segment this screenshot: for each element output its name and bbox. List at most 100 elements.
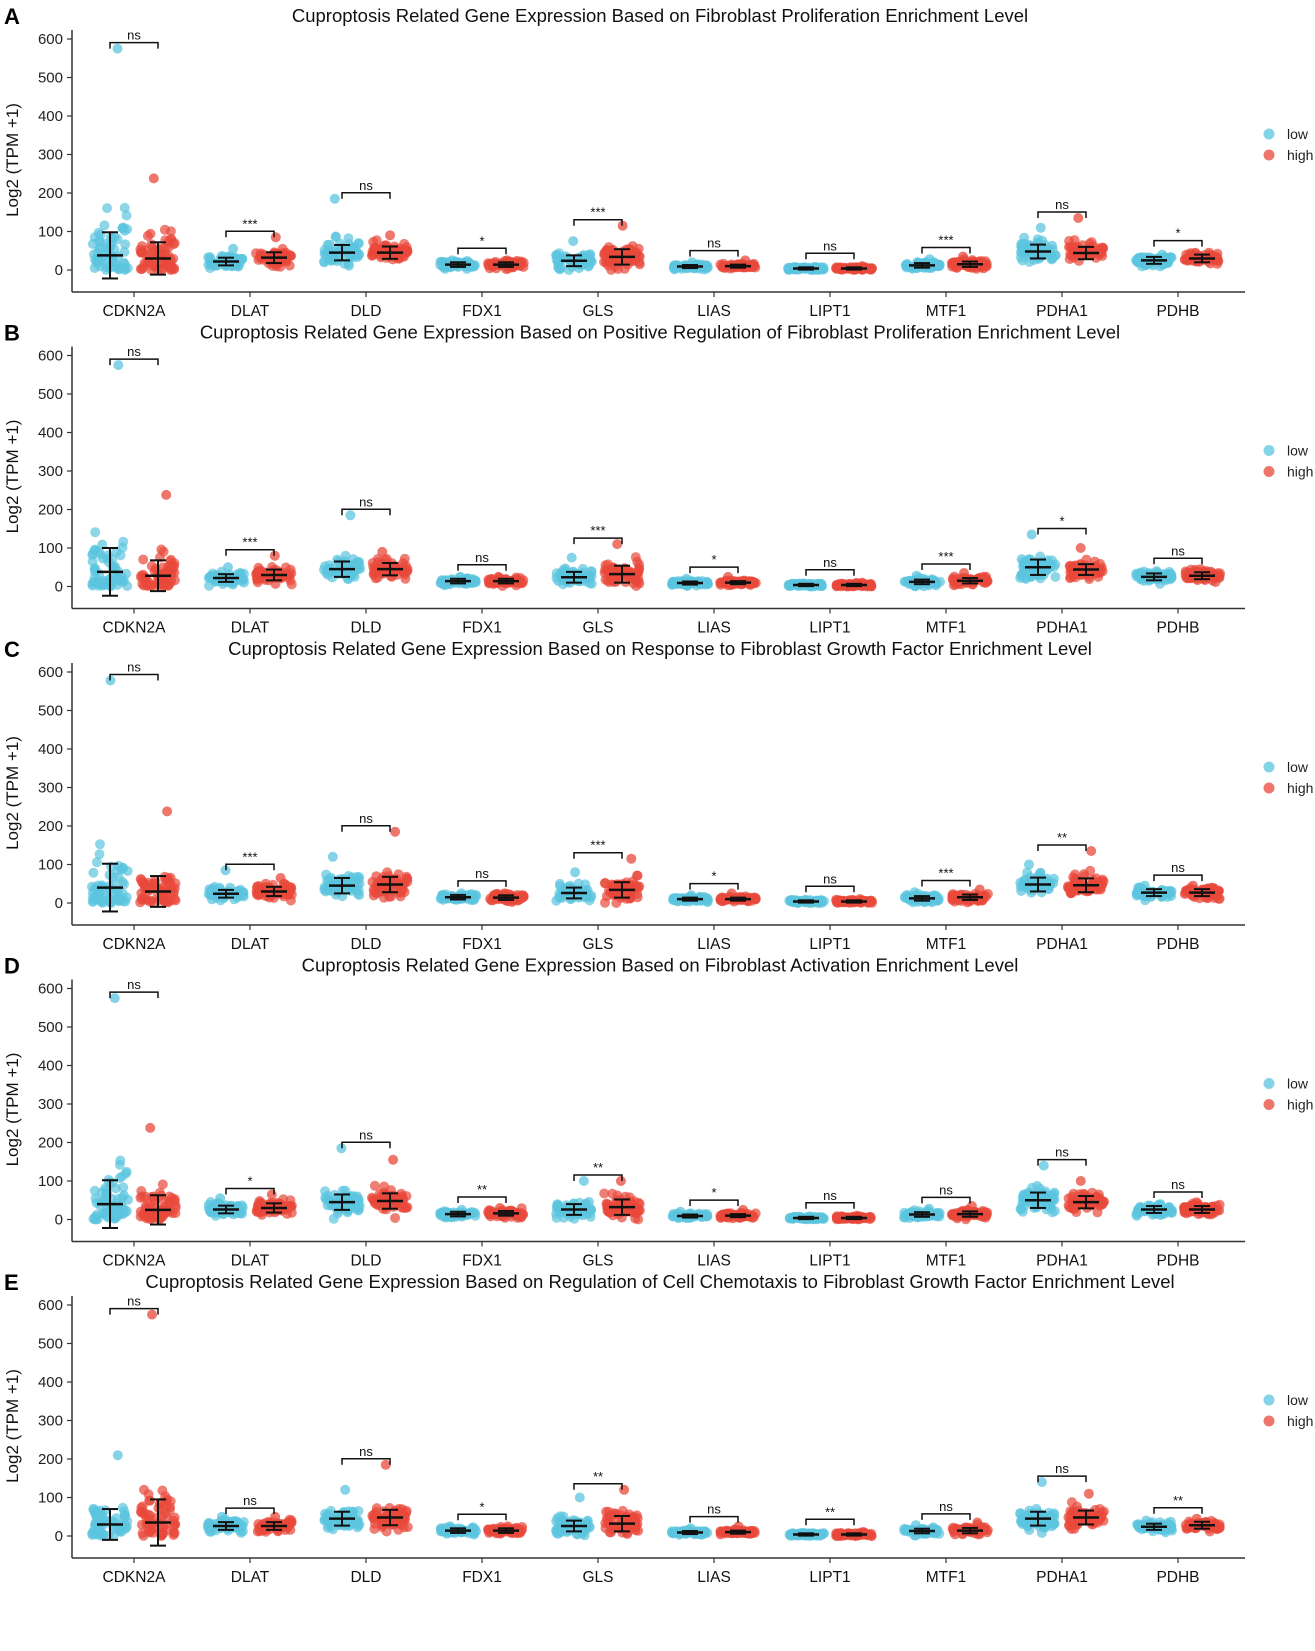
points-high-fdx1 [483,1203,528,1223]
x-tick-label: LIPT1 [809,620,850,637]
points-high-pdha1 [1064,213,1109,266]
data-point [136,572,147,583]
data-point [831,897,842,908]
data-point [122,224,133,235]
points-low-pdha1 [1016,222,1061,267]
significance-label: ns [823,238,837,253]
data-point [112,1194,123,1205]
significance-label: * [711,1185,716,1200]
significance-label: ns [359,1127,373,1142]
points-high-lipt1 [831,894,877,908]
points-low-dld [319,510,365,584]
y-tick-label: 200 [38,502,63,519]
points-low-gls [551,236,597,275]
x-tick-label: FDX1 [462,303,502,320]
points-low-lias [668,890,713,908]
data-point [603,242,614,253]
points-high-pdha1 [1064,543,1108,585]
points-high-cdkn2a [135,173,180,276]
points-low-dlat [203,1193,248,1221]
data-point [959,568,969,578]
data-point [323,254,334,265]
data-point [585,249,596,260]
points-high-lias [715,1204,761,1224]
points-high-gls [599,539,645,591]
significance-bracket [689,249,739,257]
y-tick-label: 600 [38,664,63,681]
x-tick-label: CDKN2A [103,1253,167,1270]
data-point [266,1189,277,1200]
significance-bracket [457,880,507,887]
chart-title: Cuproptosis Related Gene Expression Base… [228,638,1092,659]
points-low-fdx1 [435,888,481,905]
significance-bracket [1037,211,1087,219]
points-high-cdkn2a [135,1122,181,1226]
data-point [161,489,172,500]
legend-swatch-low [1263,128,1275,140]
x-tick-label: DLAT [231,303,270,320]
significance-label: ns [823,555,837,570]
data-point [352,556,363,567]
points-low-cdkn2a [87,43,133,280]
points-low-pdha1 [1015,529,1061,584]
panel-label: B [4,321,20,346]
significance-label: ns [359,811,373,826]
data-point [1134,253,1145,264]
significance-bracket [225,863,275,871]
y-tick-label: 0 [55,262,63,279]
data-point [600,878,610,889]
legend-swatch-high [1263,782,1275,794]
data-point [1164,885,1175,896]
x-tick-label: CDKN2A [103,620,167,637]
significance-bracket [689,1199,739,1207]
data-point [555,881,566,892]
data-point [329,193,340,204]
data-point [286,568,297,579]
significance-bracket [573,851,623,859]
x-tick-label: CDKN2A [103,936,167,953]
data-point [1016,239,1027,250]
data-point [632,870,643,881]
data-point [95,229,106,240]
points-high-dlat [251,873,297,906]
data-point [87,239,98,249]
significance-label: * [1059,514,1064,529]
data-point [225,251,236,262]
points-low-pdhb [1131,249,1177,272]
x-tick-label: DLAT [231,620,270,637]
points-low-fdx1 [435,255,480,274]
data-point [570,867,581,878]
y-tick-label: 600 [38,31,63,48]
chart-title: Cuproptosis Related Gene Expression Base… [200,322,1120,343]
data-point [578,1176,589,1186]
points-low-cdkn2a [88,993,133,1229]
data-point [353,250,364,261]
significance-bracket [457,1196,507,1204]
data-point [215,1193,226,1204]
points-low-lipt1 [783,578,827,592]
data-point [205,1206,216,1217]
points-high-fdx1 [485,888,529,907]
data-point [388,1154,399,1165]
points-low-dlat [203,562,249,591]
data-point [281,247,291,258]
significance-label: *** [242,849,257,864]
points-low-dld [320,1143,365,1224]
y-tick-label: 200 [38,185,63,202]
x-tick-label: GLS [582,1253,613,1270]
data-point [95,256,106,266]
significance-bracket [1037,527,1087,535]
x-tick-label: DLD [350,936,381,953]
data-point [109,993,120,1004]
data-point [380,1189,391,1200]
significance-label: *** [938,549,953,564]
data-point [750,892,761,903]
points-high-dld [367,230,413,265]
x-tick-label: LIPT1 [809,303,850,320]
panel-d: D Cuproptosis Related Gene Expression Bas… [3,954,1313,1270]
y-tick-label: 300 [38,1096,63,1113]
data-point [252,567,263,577]
y-tick-label: 600 [38,981,63,998]
data-point [390,826,401,837]
